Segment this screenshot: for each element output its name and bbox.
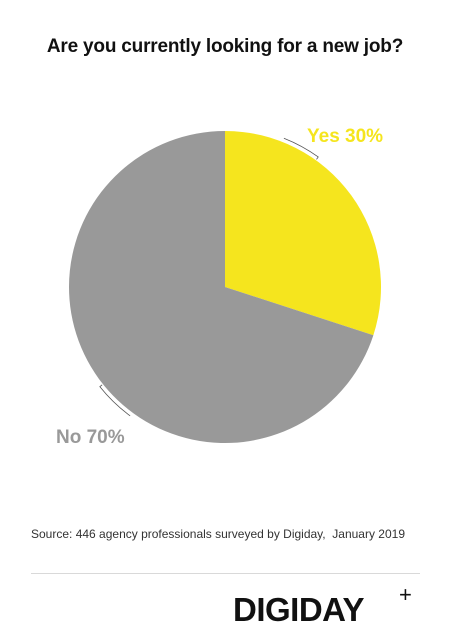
slice-label-yes: Yes 30% [307,126,383,147]
pie-slices [69,131,381,443]
pie-slice-yes [225,131,381,336]
slice-label-no: No 70% [56,427,125,448]
source-note: Source: 446 agency professionals surveye… [31,527,405,541]
digiday-logo: DIGIDAY + [233,584,423,629]
footer-divider [31,573,420,574]
leader-line-no [99,384,131,417]
logo-wordmark: DIGIDAY [233,591,364,628]
chart-title: Are you currently looking for a new job? [46,36,404,57]
plus-icon: + [399,582,412,607]
pie-chart: Yes 30% No 70% [56,126,383,448]
pie-labels: Yes 30% No 70% [56,126,383,448]
label-leader-lines [99,137,319,417]
leader-line-yes [283,137,319,160]
pie-slice-no [69,131,374,443]
